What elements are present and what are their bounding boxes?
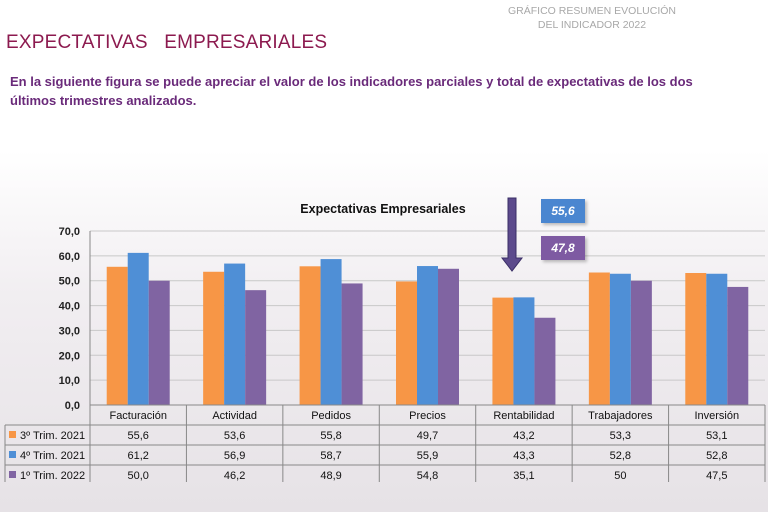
chart-title: Expectativas Empresariales — [300, 202, 465, 216]
bar-1 — [396, 281, 417, 405]
page-title: EXPECTATIVAS EMPRESARIALES — [6, 32, 328, 53]
corner-title-line1: GRÁFICO RESUMEN EVOLUCIÓN — [507, 5, 677, 17]
bar-1 — [106, 266, 128, 405]
data-label: 49,7 — [417, 430, 438, 442]
data-label: 50,0 — [128, 470, 149, 482]
data-label: 43,2 — [513, 430, 534, 442]
bar-3 — [245, 290, 267, 405]
legend-swatch-3 — [9, 471, 16, 478]
bar-3 — [534, 317, 556, 405]
y-tick-label: 0,0 — [65, 400, 80, 412]
data-label: 50 — [614, 470, 626, 482]
category-label: Inversión — [694, 410, 739, 422]
bar-3 — [148, 280, 170, 405]
category-label: Rentabilidad — [493, 410, 554, 422]
data-label: 58,7 — [320, 450, 341, 462]
legend-label: 3º Trim. 2021 — [20, 430, 85, 442]
bar-2 — [513, 297, 535, 405]
bar-1 — [203, 271, 225, 405]
data-label: 61,2 — [128, 450, 149, 462]
bar-3 — [727, 286, 749, 405]
data-label: 35,1 — [513, 470, 534, 482]
y-tick-label: 40,0 — [59, 301, 80, 313]
legend-label: 4º Trim. 2021 — [20, 450, 85, 462]
bar-2 — [127, 252, 149, 405]
bar-1 — [685, 273, 707, 405]
y-tick-label: 30,0 — [59, 325, 80, 337]
data-label: 52,8 — [610, 450, 631, 462]
data-label: 53,3 — [610, 430, 631, 442]
data-label: 55,6 — [128, 430, 149, 442]
data-label: 43,3 — [513, 450, 534, 462]
legend-swatch-1 — [9, 431, 16, 438]
bar-1 — [492, 297, 514, 405]
legend-swatch-2 — [9, 451, 16, 458]
bar-2 — [320, 259, 342, 405]
bar-2 — [706, 273, 728, 405]
data-label: 54,8 — [417, 470, 438, 482]
bar-chart: Expectativas Empresariales 0,0 10,0 20,0 30,… — [4, 197, 766, 482]
corner-title: GRÁFICO RESUMEN EVOLUCIÓN DEL INDICADOR … — [492, 4, 692, 32]
category-label: Trabajadores — [588, 410, 653, 422]
category-label: Pedidos — [311, 410, 351, 422]
bar-3 — [630, 280, 652, 405]
category-label: Precios — [409, 410, 446, 422]
data-label: 55,9 — [417, 450, 438, 462]
y-tick-label: 50,0 — [59, 276, 80, 288]
corner-title-line2: DEL INDICADOR 2022 — [537, 19, 647, 31]
y-tick-label: 10,0 — [59, 375, 80, 387]
y-tick-label: 70,0 — [59, 226, 80, 238]
data-label: 56,9 — [224, 450, 245, 462]
data-label: 55,8 — [320, 430, 341, 442]
bar-3 — [438, 268, 459, 405]
data-label: 53,6 — [224, 430, 245, 442]
data-label: 53,1 — [706, 430, 727, 442]
bar-3 — [341, 283, 363, 405]
data-label: 48,9 — [320, 470, 341, 482]
y-tick-label: 60,0 — [59, 251, 80, 263]
legend-label: 1º Trim. 2022 — [20, 470, 85, 482]
data-label: 46,2 — [224, 470, 245, 482]
category-label: Actividad — [212, 410, 257, 422]
y-tick-label: 20,0 — [59, 350, 80, 362]
bar-2 — [417, 266, 438, 405]
bar-2 — [609, 273, 631, 405]
data-label: 52,8 — [706, 450, 727, 462]
intro-text: En la siguiente figura se puede apreciar… — [10, 74, 693, 108]
callout-value-b: 47,8 — [541, 236, 585, 260]
bar-1 — [299, 266, 321, 405]
bar-1 — [588, 272, 610, 405]
bar-2 — [224, 263, 246, 405]
callout-value-a: 55,6 — [541, 199, 585, 223]
category-label: Facturación — [109, 410, 166, 422]
down-arrow-icon — [500, 197, 524, 272]
data-label: 47,5 — [706, 470, 727, 482]
